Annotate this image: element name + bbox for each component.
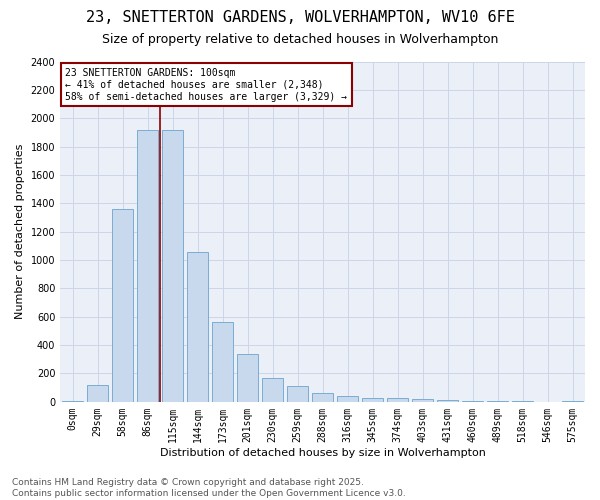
- Bar: [137, 130, 158, 402]
- Bar: [112, 209, 133, 402]
- Bar: [237, 354, 258, 402]
- Bar: [312, 392, 333, 402]
- Bar: [87, 385, 108, 402]
- Text: 23 SNETTERTON GARDENS: 100sqm
← 41% of detached houses are smaller (2,348)
58% o: 23 SNETTERTON GARDENS: 100sqm ← 41% of d…: [65, 68, 347, 102]
- Bar: [487, 401, 508, 402]
- Bar: [337, 396, 358, 402]
- Bar: [437, 400, 458, 402]
- Bar: [212, 322, 233, 402]
- Bar: [262, 378, 283, 402]
- Text: Contains HM Land Registry data © Crown copyright and database right 2025.
Contai: Contains HM Land Registry data © Crown c…: [12, 478, 406, 498]
- Text: 23, SNETTERTON GARDENS, WOLVERHAMPTON, WV10 6FE: 23, SNETTERTON GARDENS, WOLVERHAMPTON, W…: [86, 10, 514, 25]
- Bar: [562, 400, 583, 402]
- Bar: [62, 400, 83, 402]
- Bar: [362, 398, 383, 402]
- Bar: [162, 130, 183, 402]
- Bar: [387, 398, 408, 402]
- Bar: [287, 386, 308, 402]
- Y-axis label: Number of detached properties: Number of detached properties: [15, 144, 25, 320]
- Text: Size of property relative to detached houses in Wolverhampton: Size of property relative to detached ho…: [102, 32, 498, 46]
- X-axis label: Distribution of detached houses by size in Wolverhampton: Distribution of detached houses by size …: [160, 448, 485, 458]
- Bar: [187, 252, 208, 402]
- Bar: [412, 399, 433, 402]
- Bar: [462, 401, 483, 402]
